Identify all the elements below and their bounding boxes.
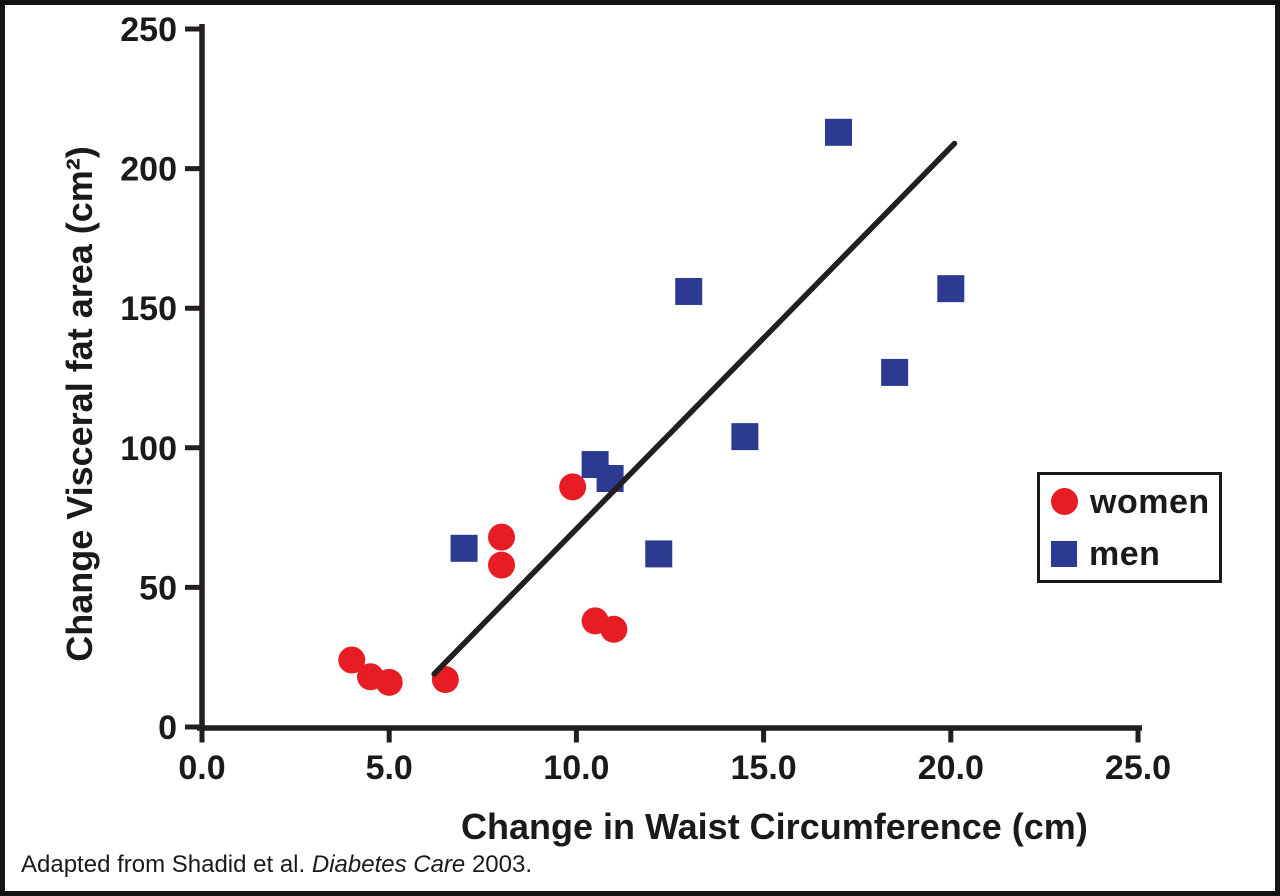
caption-text-before: Adapted from Shadid et al. (21, 851, 312, 878)
data-point-men (937, 275, 965, 303)
women-circle-marker-icon (1051, 488, 1078, 515)
x-tick-label: 20.0 (918, 749, 984, 787)
data-point-women (488, 523, 516, 551)
source-caption: Adapted from Shadid et al. Diabetes Care… (21, 851, 532, 879)
legend-label-women: women (1090, 482, 1210, 521)
data-point-men (675, 277, 703, 305)
y-tick-label: 0 (158, 709, 177, 747)
y-tick-label: 100 (120, 430, 177, 468)
data-point-women (338, 646, 366, 674)
y-tick-label: 250 (120, 11, 177, 49)
y-axis-title: Change Visceral fat area (cm²) (59, 146, 100, 662)
legend-label-men: men (1089, 534, 1161, 573)
data-point-women (375, 668, 403, 696)
data-point-women (488, 551, 516, 579)
men-square-marker-icon (1051, 540, 1077, 567)
data-point-men (881, 358, 909, 386)
y-tick-label: 150 (120, 290, 177, 328)
caption-text-after: 2003. (465, 851, 533, 878)
caption-journal-name: Diabetes Care (311, 851, 466, 878)
x-axis-title: Change in Waist Circumference (cm) (461, 806, 1088, 847)
x-tick-label: 0.0 (178, 749, 225, 787)
x-tick-label: 15.0 (731, 749, 797, 787)
data-point-women (600, 615, 628, 643)
trend-line (431, 140, 958, 677)
y-tick-label: 200 (120, 151, 177, 189)
y-tick-label: 50 (139, 569, 177, 607)
data-point-women (559, 473, 587, 501)
x-tick-label: 5.0 (366, 749, 413, 787)
x-tick-label: 25.0 (1105, 749, 1171, 787)
data-point-men (450, 534, 478, 562)
data-point-men (824, 118, 852, 146)
legend-entry-women: women (1051, 477, 1219, 527)
data-point-men (645, 540, 673, 568)
legend-entry-men: men (1051, 529, 1219, 579)
data-point-men (731, 423, 759, 451)
x-tick-label: 10.0 (543, 749, 609, 787)
legend: women men (1037, 472, 1222, 583)
